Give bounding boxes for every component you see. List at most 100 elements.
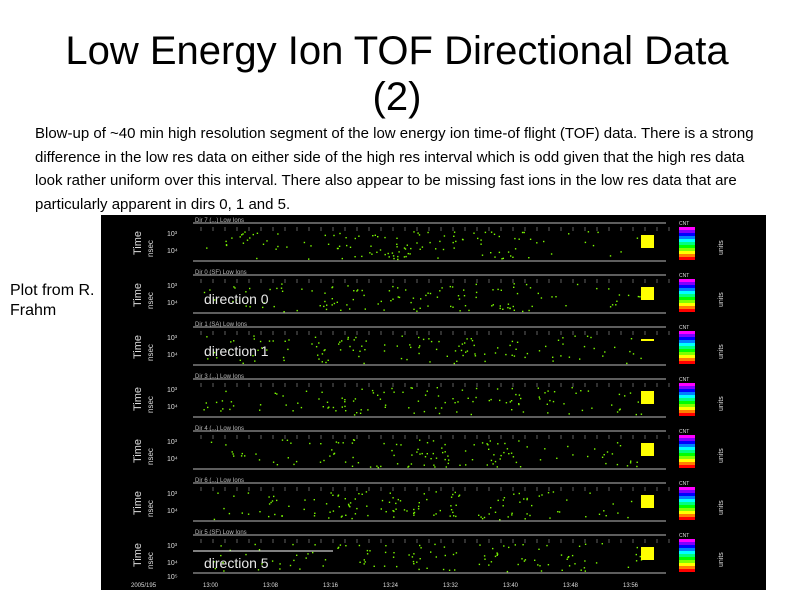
data-point (345, 545, 347, 547)
data-point (514, 237, 516, 240)
colorbar-segment (679, 487, 695, 490)
data-point (272, 340, 274, 342)
data-point (369, 252, 371, 254)
data-point (403, 509, 406, 511)
plot-credit: Plot from R. Frahm (10, 282, 95, 319)
data-point (496, 553, 499, 555)
data-point (411, 556, 414, 558)
colorbar-segment (679, 309, 695, 312)
data-point (543, 240, 545, 243)
data-point (439, 240, 441, 243)
data-point (384, 236, 386, 239)
data-point (583, 345, 586, 348)
data-point (552, 356, 554, 358)
data-point (254, 360, 256, 362)
colorbar-segment (679, 383, 695, 386)
data-point (393, 257, 395, 260)
data-point (481, 442, 484, 444)
time-axis-label: 13:32 (443, 583, 459, 589)
data-point (413, 512, 415, 514)
data-point (444, 554, 446, 557)
data-point (587, 455, 589, 458)
data-point (568, 556, 570, 558)
data-point (345, 514, 347, 516)
data-point (463, 295, 466, 297)
data-point (367, 514, 369, 517)
data-point (388, 501, 391, 503)
data-point (333, 234, 335, 237)
data-point (410, 463, 413, 465)
data-point (605, 515, 607, 517)
data-point (490, 252, 492, 254)
data-point (427, 231, 429, 234)
data-point (629, 462, 632, 464)
data-point (452, 493, 454, 496)
data-point (337, 547, 339, 549)
data-point (274, 513, 276, 516)
data-point (215, 401, 218, 404)
data-point (636, 465, 638, 468)
data-point (413, 563, 415, 565)
data-point (620, 251, 622, 253)
data-point (457, 295, 460, 297)
data-point (413, 412, 415, 414)
data-point (557, 511, 559, 513)
data-point (418, 502, 420, 504)
data-point (398, 296, 401, 299)
data-point (331, 304, 333, 306)
data-point (496, 554, 498, 556)
data-point (246, 239, 249, 241)
colorbar-segment (679, 334, 695, 337)
data-point (470, 338, 472, 340)
data-point (376, 465, 378, 467)
data-point (337, 494, 340, 496)
data-point (295, 460, 298, 463)
data-point (492, 304, 494, 306)
data-point (352, 349, 354, 351)
data-point (594, 448, 596, 450)
data-point (281, 290, 284, 292)
data-point (587, 390, 590, 392)
data-point (467, 397, 469, 399)
data-point (498, 235, 500, 238)
data-point (466, 338, 468, 340)
time-axis-label: 13:08 (263, 583, 279, 589)
data-point (455, 552, 458, 554)
data-point (424, 456, 427, 458)
data-point (347, 336, 349, 339)
data-point (281, 439, 284, 441)
tof-spectrogram-plot: Dir 7 (...) Low Ions Time nsec 10³ 10⁴ CNT uni… (101, 215, 766, 590)
colorbar-segment (679, 242, 695, 245)
data-point (474, 355, 477, 357)
data-point (296, 309, 298, 312)
data-point (311, 290, 313, 292)
data-point (507, 303, 510, 305)
data-point (396, 565, 398, 568)
data-point (472, 400, 474, 403)
data-point (584, 241, 587, 244)
data-point (401, 335, 403, 337)
data-point (396, 345, 398, 347)
data-point (492, 289, 494, 291)
data-point (547, 564, 550, 566)
colorbar-segment (679, 490, 695, 493)
data-point (289, 564, 292, 567)
data-point (444, 458, 446, 461)
data-point (383, 350, 386, 352)
data-point (465, 464, 467, 466)
data-point (598, 513, 601, 515)
tick-label: 10⁴ (167, 300, 178, 307)
data-point (464, 450, 467, 452)
data-point (361, 388, 363, 390)
data-point (419, 453, 421, 455)
data-point (603, 454, 605, 456)
data-point (537, 292, 539, 295)
data-point (210, 441, 213, 443)
slide-title: Low Energy Ion TOF Directional Data (2) (0, 28, 794, 120)
data-point (229, 549, 231, 552)
data-point (518, 492, 520, 495)
colorbar-segment (679, 395, 695, 398)
data-point (580, 390, 582, 392)
data-point (313, 515, 316, 517)
data-point (465, 351, 467, 353)
